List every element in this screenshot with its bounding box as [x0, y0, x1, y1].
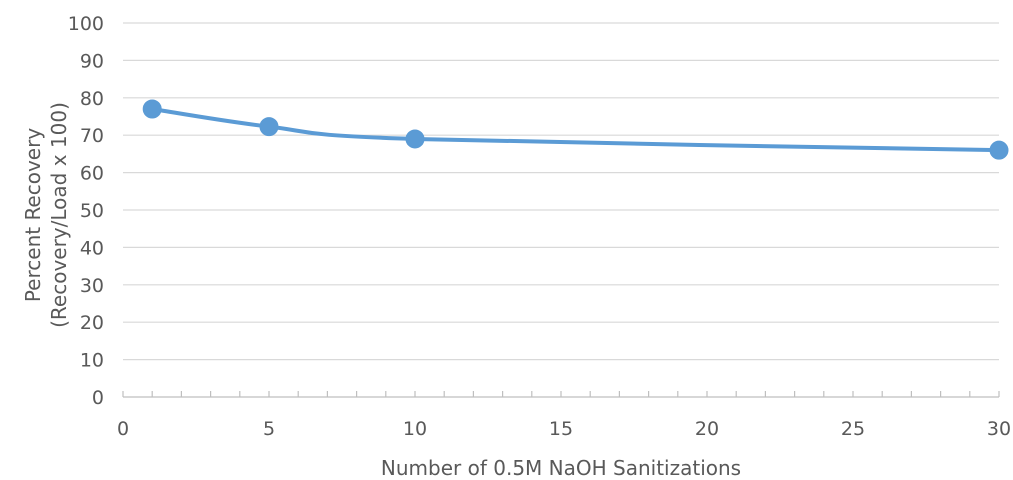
- series-line-0: [150, 107, 1001, 153]
- y-axis-title-line1: Percent Recovery: [21, 128, 45, 303]
- y-tick-label-20: 20: [80, 312, 104, 334]
- y-tick-label-70: 70: [80, 125, 104, 147]
- y-axis-title-line2: (Recovery/Load x 100): [47, 102, 71, 328]
- data-point-30: [989, 140, 1009, 160]
- y-tick-label-90: 90: [80, 50, 104, 72]
- y-tick-label-100: 100: [68, 13, 104, 35]
- y-tick-label-50: 50: [80, 200, 104, 222]
- y-tick-label-60: 60: [80, 163, 104, 185]
- data-point-10: [405, 129, 425, 149]
- x-tick-label-25: 25: [841, 418, 865, 440]
- axes: [122, 391, 1000, 398]
- x-tick-label-20: 20: [695, 418, 719, 440]
- x-tick-label-10: 10: [403, 418, 427, 440]
- x-tick-label-15: 15: [549, 418, 573, 440]
- data-point-5: [259, 117, 279, 137]
- y-tick-label-10: 10: [80, 350, 104, 372]
- data-point-1: [142, 99, 162, 119]
- y-tick-label-0: 0: [92, 387, 104, 409]
- tick-labels: 0 10 20 30 40 50 60 70 80 90 100 0 5 10 15 20 25 30: [68, 13, 1011, 440]
- y-tick-label-80: 80: [80, 88, 104, 110]
- x-tick-label-5: 5: [263, 418, 275, 440]
- x-tick-label-0: 0: [117, 418, 129, 440]
- y-tick-label-30: 30: [80, 275, 104, 297]
- x-tick-label-30: 30: [987, 418, 1011, 440]
- gridlines: [123, 22, 999, 361]
- x-axis-title: Number of 0.5M NaOH Sanitizations: [381, 456, 741, 480]
- series-layer: [142, 99, 1009, 160]
- y-tick-label-40: 40: [80, 237, 104, 259]
